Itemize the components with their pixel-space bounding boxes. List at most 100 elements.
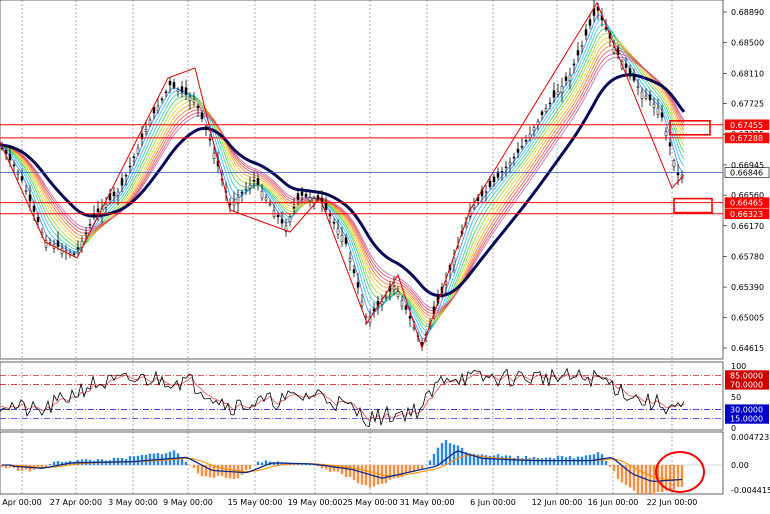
- candle-body[interactable]: [129, 166, 131, 167]
- candle-body[interactable]: [21, 176, 23, 180]
- candle-body[interactable]: [505, 167, 507, 168]
- stochastic-panel[interactable]: [0, 362, 723, 430]
- candle-body[interactable]: [541, 112, 543, 115]
- candle-body[interactable]: [49, 243, 51, 244]
- candle-body[interactable]: [157, 106, 159, 111]
- candle-body[interactable]: [641, 92, 643, 98]
- candle-body[interactable]: [25, 191, 27, 192]
- candle-body[interactable]: [105, 204, 107, 207]
- candle-body[interactable]: [205, 127, 207, 130]
- candle-body[interactable]: [133, 157, 135, 158]
- candle-body[interactable]: [89, 224, 91, 225]
- candle-body[interactable]: [281, 219, 283, 223]
- candle-body[interactable]: [669, 143, 671, 147]
- candle-body[interactable]: [161, 99, 163, 100]
- candle-body[interactable]: [357, 283, 359, 288]
- candle-body[interactable]: [333, 222, 335, 223]
- candle-body[interactable]: [57, 241, 59, 247]
- candle-body[interactable]: [229, 204, 231, 205]
- candle-body[interactable]: [473, 205, 475, 208]
- candle-body[interactable]: [277, 215, 279, 217]
- candle-body[interactable]: [581, 45, 583, 46]
- candle-body[interactable]: [209, 139, 211, 140]
- candle-body[interactable]: [265, 198, 267, 200]
- candle-body[interactable]: [661, 113, 663, 118]
- candle-body[interactable]: [513, 157, 515, 158]
- candle-body[interactable]: [249, 185, 251, 189]
- candle-body[interactable]: [173, 82, 175, 87]
- candle-body[interactable]: [361, 302, 363, 306]
- candle-body[interactable]: [341, 235, 343, 241]
- candle-body[interactable]: [37, 217, 39, 221]
- candle-body[interactable]: [349, 258, 351, 261]
- candle-body[interactable]: [309, 198, 311, 201]
- candle-body[interactable]: [489, 181, 491, 187]
- candle-body[interactable]: [557, 92, 559, 95]
- candle-body[interactable]: [73, 254, 75, 255]
- candle-body[interactable]: [645, 96, 647, 98]
- candle-body[interactable]: [553, 91, 555, 98]
- candle-body[interactable]: [401, 301, 403, 306]
- candle-body[interactable]: [345, 238, 347, 244]
- candle-body[interactable]: [13, 165, 15, 166]
- candle-body[interactable]: [181, 87, 183, 92]
- candle-body[interactable]: [117, 192, 119, 195]
- candle-body[interactable]: [125, 175, 127, 176]
- candle-body[interactable]: [185, 88, 187, 95]
- candle-body[interactable]: [637, 87, 639, 88]
- candle-body[interactable]: [301, 192, 303, 195]
- candle-body[interactable]: [169, 81, 171, 85]
- candle-body[interactable]: [589, 20, 591, 26]
- candle-body[interactable]: [561, 86, 563, 93]
- candle-body[interactable]: [29, 195, 31, 201]
- candle-body[interactable]: [485, 191, 487, 192]
- candle-body[interactable]: [545, 109, 547, 112]
- candle-body[interactable]: [33, 206, 35, 211]
- candle-body[interactable]: [393, 286, 395, 290]
- candle-body[interactable]: [565, 77, 567, 81]
- candle-body[interactable]: [397, 292, 399, 297]
- candle-body[interactable]: [517, 149, 519, 152]
- candle-body[interactable]: [549, 103, 551, 104]
- candle-body[interactable]: [409, 316, 411, 318]
- candle-body[interactable]: [137, 148, 139, 154]
- candle-body[interactable]: [337, 229, 339, 234]
- candle-body[interactable]: [613, 48, 615, 53]
- candle-body[interactable]: [633, 75, 635, 81]
- candle-body[interactable]: [325, 203, 327, 210]
- candle-body[interactable]: [145, 129, 147, 131]
- candle-body[interactable]: [197, 106, 199, 108]
- candle-body[interactable]: [269, 204, 271, 205]
- candle-body[interactable]: [97, 209, 99, 212]
- candle-body[interactable]: [77, 248, 79, 249]
- candle-body[interactable]: [177, 90, 179, 92]
- candle-body[interactable]: [585, 30, 587, 36]
- candle-body[interactable]: [573, 64, 575, 65]
- candle-body[interactable]: [529, 134, 531, 138]
- candle-body[interactable]: [385, 296, 387, 298]
- candle-body[interactable]: [121, 178, 123, 185]
- candle-body[interactable]: [649, 95, 651, 100]
- candle-body[interactable]: [569, 75, 571, 81]
- candle-body[interactable]: [149, 120, 151, 125]
- candle-body[interactable]: [241, 192, 243, 193]
- candle-body[interactable]: [85, 233, 87, 234]
- candle-body[interactable]: [257, 179, 259, 185]
- candle-body[interactable]: [253, 180, 255, 181]
- candle-body[interactable]: [213, 153, 215, 159]
- candle-body[interactable]: [673, 161, 675, 167]
- candle-body[interactable]: [289, 217, 291, 222]
- candle-body[interactable]: [653, 104, 655, 108]
- candle-body[interactable]: [577, 51, 579, 56]
- candle-body[interactable]: [297, 194, 299, 200]
- candle-body[interactable]: [113, 192, 115, 196]
- candle-body[interactable]: [405, 306, 407, 310]
- candle-body[interactable]: [261, 191, 263, 198]
- candle-body[interactable]: [9, 154, 11, 160]
- candle-body[interactable]: [521, 146, 523, 147]
- candle-body[interactable]: [509, 163, 511, 165]
- candle-body[interactable]: [165, 92, 167, 93]
- candle-body[interactable]: [413, 327, 415, 329]
